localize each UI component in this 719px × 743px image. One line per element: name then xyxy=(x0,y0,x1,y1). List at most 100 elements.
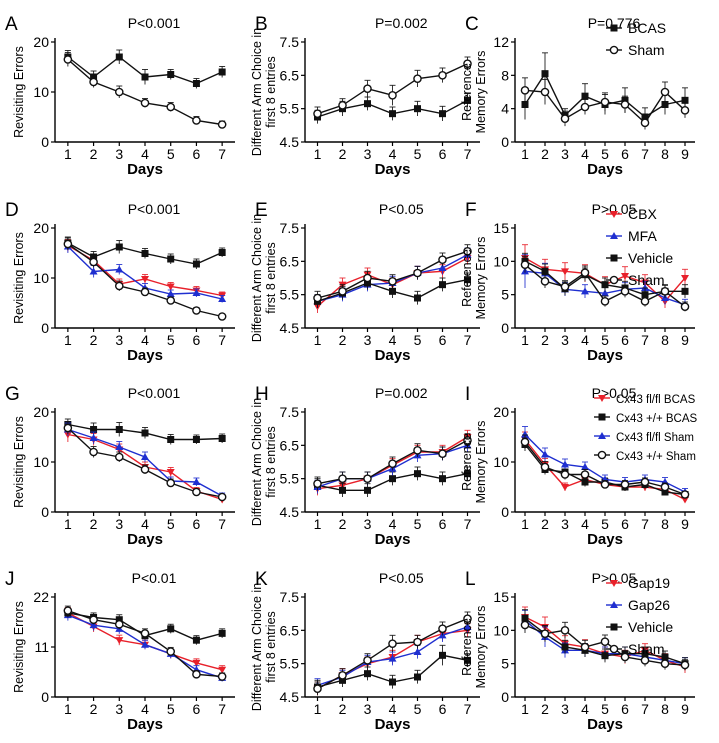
data-point xyxy=(363,273,372,283)
series-cx43-bcas xyxy=(64,418,226,445)
y-tick-label: 4.5 xyxy=(280,504,300,520)
y-axis-label: Different Arm Choice in xyxy=(250,583,264,711)
data-point xyxy=(388,639,397,648)
y-tick-label: 7.5 xyxy=(280,589,300,605)
y-tick-label: 11 xyxy=(34,639,49,655)
series-sham xyxy=(313,56,472,121)
data-point xyxy=(338,101,347,110)
x-tick-label: 5 xyxy=(414,516,422,532)
data-point xyxy=(167,71,175,78)
y-tick-label: 5.5 xyxy=(280,656,300,672)
y-tick-label: 8 xyxy=(501,67,509,83)
data-point xyxy=(192,436,200,443)
legend-marker xyxy=(598,413,606,421)
y-tick-label: 10 xyxy=(33,84,49,100)
y-tick-label: 5.5 xyxy=(280,471,300,487)
series-gap26 xyxy=(63,609,227,682)
legend-label: Vehicle xyxy=(628,619,673,635)
data-point xyxy=(561,643,569,651)
data-point xyxy=(114,281,124,291)
x-axis-label: Days xyxy=(375,531,411,548)
legend-marker xyxy=(610,24,618,32)
panel-letter: E xyxy=(255,200,268,221)
x-tick-label: 8 xyxy=(661,516,669,532)
data-point xyxy=(464,470,471,478)
data-point xyxy=(681,96,689,104)
data-point xyxy=(520,86,530,95)
x-axis-label: Days xyxy=(587,716,623,733)
data-point xyxy=(166,469,175,476)
data-point xyxy=(115,243,123,251)
data-point xyxy=(413,637,422,647)
x-tick-label: 5 xyxy=(414,332,422,348)
y-tick-label: 6.5 xyxy=(280,67,300,83)
x-tick-label: 2 xyxy=(541,332,549,348)
data-point xyxy=(520,260,530,269)
x-tick-label: 4 xyxy=(581,516,589,532)
y-tick-label: 6.5 xyxy=(280,437,300,453)
data-point xyxy=(680,490,690,499)
x-tick-label: 1 xyxy=(64,701,72,717)
data-point xyxy=(114,619,124,629)
legend-label: Cx43 fl/fl Sham xyxy=(616,432,694,444)
y-axis-label: Different Arm Choice in xyxy=(250,214,264,342)
stat-label: P<0.05 xyxy=(379,570,424,586)
x-tick-label: 4 xyxy=(389,516,397,532)
x-tick-label: 5 xyxy=(167,146,175,162)
data-point xyxy=(218,249,226,256)
data-point xyxy=(192,116,201,125)
data-point xyxy=(363,84,372,93)
legend-marker xyxy=(610,254,618,262)
x-tick-label: 1 xyxy=(64,516,72,532)
data-point xyxy=(681,287,689,295)
x-tick-label: 7 xyxy=(218,701,226,717)
legend-marker xyxy=(609,275,619,285)
legend-marker xyxy=(610,232,618,239)
data-point xyxy=(521,101,529,108)
y-tick-label: 4.5 xyxy=(280,689,300,705)
data-point xyxy=(217,120,227,129)
y-axis-label: Memory Errors xyxy=(474,237,488,320)
x-tick-label: 2 xyxy=(541,146,549,162)
y-tick-label: 5 xyxy=(501,656,509,672)
series-sham xyxy=(313,244,472,305)
data-point xyxy=(640,297,650,306)
data-point xyxy=(438,449,447,458)
legend-label: CBX xyxy=(628,206,657,222)
data-point xyxy=(464,276,471,284)
y-tick-label: 0 xyxy=(501,504,509,520)
x-tick-label: 3 xyxy=(364,701,372,717)
data-point xyxy=(89,434,98,441)
panel-letter: D xyxy=(5,200,19,221)
y-tick-label: 0 xyxy=(41,320,49,336)
x-tick-label: 8 xyxy=(661,332,669,348)
x-tick-label: 3 xyxy=(561,516,569,532)
data-point xyxy=(140,287,150,297)
x-tick-label: 2 xyxy=(339,516,347,532)
data-point xyxy=(339,486,346,494)
y-axis-label: first 8 entries xyxy=(264,56,278,128)
y-tick-label: 10 xyxy=(493,253,509,269)
data-point xyxy=(520,620,530,630)
data-point xyxy=(561,268,569,276)
data-point xyxy=(681,275,689,282)
x-tick-label: 3 xyxy=(115,516,123,532)
stat-label: P<0.001 xyxy=(128,201,181,217)
y-tick-label: 20 xyxy=(33,404,49,420)
data-point xyxy=(540,277,550,286)
x-axis-label: Days xyxy=(587,347,623,364)
data-point xyxy=(141,429,149,437)
data-point xyxy=(218,666,227,674)
y-tick-label: 0 xyxy=(41,134,49,150)
data-point xyxy=(363,656,372,665)
data-point xyxy=(313,479,322,488)
series-cx43-sham xyxy=(520,434,690,499)
y-tick-label: 15 xyxy=(493,589,509,605)
data-point xyxy=(63,606,73,615)
data-point xyxy=(166,102,176,112)
panel-k: K P<0.05 4.5 5.5 6.5 7.5 1 2 3 4 5 6 7 Days Different … xyxy=(250,569,480,733)
x-tick-label: 2 xyxy=(339,146,347,162)
data-point xyxy=(520,437,530,447)
data-point xyxy=(464,96,471,104)
x-tick-label: 6 xyxy=(621,146,629,162)
